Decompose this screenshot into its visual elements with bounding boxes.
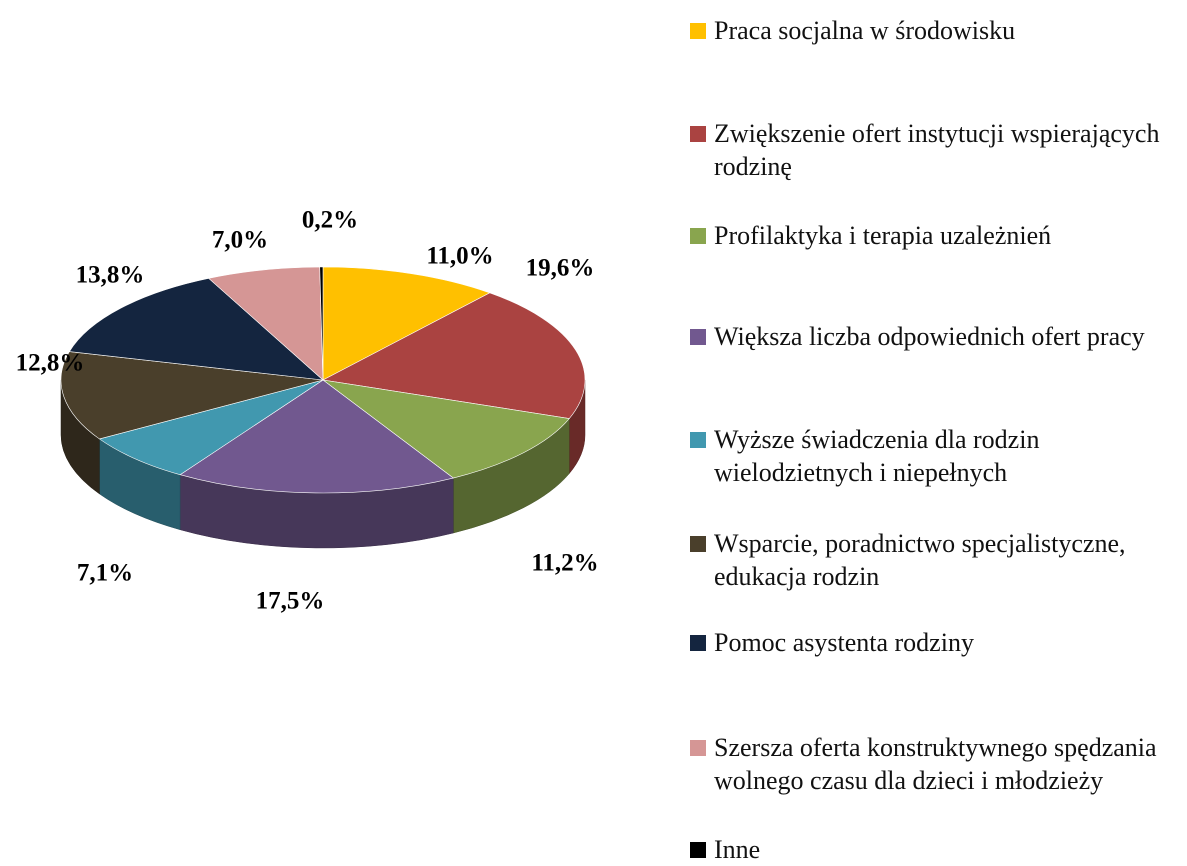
pie-slice <box>60 351 324 440</box>
value-label: 11,0% <box>426 243 493 270</box>
legend-label: Wsparcie, poradnictwo specjalistyczne, e… <box>714 529 1126 591</box>
value-label: 19,6% <box>526 255 595 282</box>
value-label: 13,8% <box>76 262 145 289</box>
legend-entry: Praca socjalna w środowisku <box>690 14 1170 47</box>
value-label: 12,8% <box>16 350 85 377</box>
value-label: 7,0% <box>212 227 268 254</box>
legend-label: Praca socjalna w środowisku <box>714 16 1016 45</box>
value-label: 0,2% <box>302 207 358 234</box>
legend-entry: Większa liczba odpowiednich ofert pracy <box>690 320 1170 353</box>
legend-label: Szersza oferta konstruktywnego spędzania… <box>714 733 1157 795</box>
value-label: 17,5% <box>256 588 325 615</box>
legend-entry: Wyższe świadczenia dla rodzin wielodziet… <box>690 423 1170 489</box>
legend-swatch <box>690 536 706 552</box>
legend-swatch <box>690 432 706 448</box>
pie-slice <box>98 379 324 476</box>
legend-entry: Wsparcie, poradnictwo specjalistyczne, e… <box>690 527 1170 593</box>
pie-slice <box>208 266 324 381</box>
legend-label: Większa liczba odpowiednich ofert pracy <box>714 322 1145 351</box>
legend-label: Inne <box>714 835 761 864</box>
legend-label: Wyższe świadczenia dla rodzin wielodziet… <box>714 425 1040 487</box>
pie-slice <box>68 277 324 381</box>
legend-swatch <box>690 740 706 756</box>
pie-slice <box>179 379 454 494</box>
legend-swatch <box>690 842 706 858</box>
legend-label: Pomoc asystenta rodziny <box>714 628 974 657</box>
value-label: 7,1% <box>77 560 133 587</box>
legend-label: Profilaktyka i terapia uzależnień <box>714 221 1052 250</box>
legend-swatch <box>690 635 706 651</box>
legend-entry: Profilaktyka i terapia uzależnień <box>690 219 1170 252</box>
legend-label: Zwiększenie ofert instytucji wspierający… <box>714 119 1160 181</box>
legend-swatch <box>690 126 706 142</box>
legend-swatch <box>690 23 706 39</box>
pie-slice <box>319 266 324 381</box>
pie-slice <box>322 292 586 419</box>
chart: 11,0% 19,6% 11,2% 17,5% 7,1% 12,8% 13,8% 7,0% 0,… <box>16 207 599 615</box>
legend-entry: Zwiększenie ofert instytucji wspierający… <box>690 117 1170 183</box>
legend-swatch <box>690 228 706 244</box>
legend-entry: Inne <box>690 833 1170 866</box>
value-label: 11,2% <box>531 550 598 577</box>
legend-entry: Szersza oferta konstruktywnego spędzania… <box>690 731 1170 797</box>
legend-entry: Pomoc asystenta rodziny <box>690 626 1170 659</box>
legend-swatch <box>690 329 706 345</box>
pie-slice <box>322 379 570 479</box>
pie-slice <box>322 266 491 381</box>
